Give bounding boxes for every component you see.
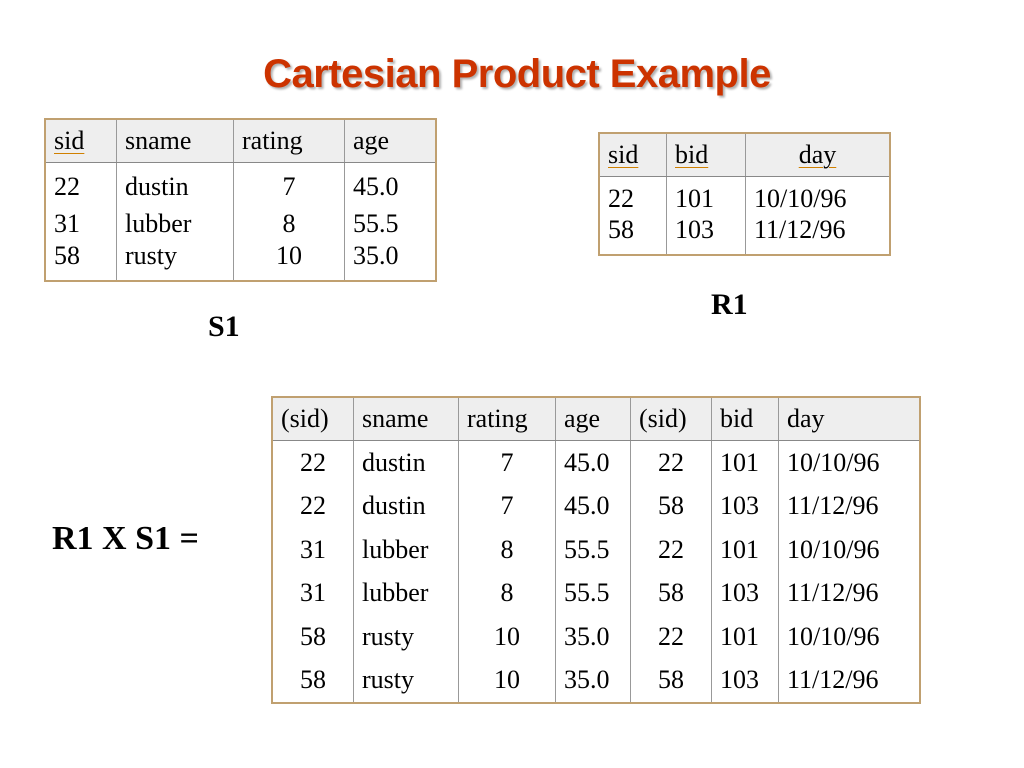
s1-label: S1 <box>208 310 240 343</box>
table-cell: 58 <box>271 658 354 703</box>
table-cell: rusty <box>353 658 459 703</box>
column-header: (sid) <box>271 396 354 441</box>
table-cell: 103 <box>711 658 779 703</box>
table-cell: 8 <box>458 571 556 615</box>
table-row: 22 dustin 7 45.0 <box>44 162 436 205</box>
product-expression-label: R1 X S1 = <box>52 520 199 557</box>
table-header-row: sid bid day <box>598 132 890 177</box>
column-header: bid <box>666 132 746 177</box>
table-row: 31 lubber 8 55.5 58 103 11/12/96 <box>271 571 920 615</box>
table-cell: 7 <box>458 484 556 528</box>
table-cell: 8 <box>458 527 556 572</box>
column-header: (sid) <box>630 396 712 441</box>
table-cell: 10 <box>458 614 556 659</box>
table-cell: 22 <box>271 484 354 528</box>
table-cell: 22 <box>44 162 117 205</box>
table-row: 31 lubber 8 55.5 <box>44 204 436 243</box>
table-cell: 35.0 <box>555 658 631 703</box>
table-cell: 35.0 <box>344 242 436 281</box>
column-header: sid <box>598 132 667 177</box>
table-cell: 10/10/96 <box>778 527 920 572</box>
r1-label: R1 <box>711 288 748 321</box>
table-cell: 101 <box>666 176 746 217</box>
table-cell: 10/10/96 <box>778 440 920 485</box>
table-cell: 55.5 <box>555 527 631 572</box>
table-cell: 11/12/96 <box>745 216 890 255</box>
table-cell: 22 <box>630 440 712 485</box>
table-cell: dustin <box>353 440 459 485</box>
table-cell: 8 <box>233 204 345 243</box>
table-cell: 10/10/96 <box>778 614 920 659</box>
table-cell: 45.0 <box>555 440 631 485</box>
table-cell: lubber <box>353 571 459 615</box>
column-header: sid <box>44 118 117 163</box>
table-cell: 103 <box>711 571 779 615</box>
column-header: age <box>344 118 436 163</box>
table-cell: 22 <box>630 614 712 659</box>
table-row: 31 lubber 8 55.5 22 101 10/10/96 <box>271 527 920 572</box>
table-cell: 58 <box>630 658 712 703</box>
table-cell: 58 <box>630 484 712 528</box>
table-row: 58 rusty 10 35.0 22 101 10/10/96 <box>271 614 920 659</box>
table-cell: 45.0 <box>555 484 631 528</box>
s1-table: sid sname rating age 22 dustin 7 45.0 31… <box>44 118 437 282</box>
product-table: (sid) sname rating age (sid) bid day 22 … <box>271 396 921 704</box>
table-cell: 11/12/96 <box>778 571 920 615</box>
table-cell: 22 <box>630 527 712 572</box>
table-row: 58 rusty 10 35.0 58 103 11/12/96 <box>271 658 920 703</box>
table-cell: dustin <box>116 162 234 205</box>
table-cell: 101 <box>711 527 779 572</box>
table-cell: 10 <box>458 658 556 703</box>
column-header: age <box>555 396 631 441</box>
column-header: rating <box>458 396 556 441</box>
table-cell: 103 <box>711 484 779 528</box>
table-cell: 58 <box>44 242 117 281</box>
table-cell: 22 <box>271 440 354 485</box>
table-cell: 11/12/96 <box>778 484 920 528</box>
table-cell: dustin <box>353 484 459 528</box>
table-row: 22 dustin 7 45.0 22 101 10/10/96 <box>271 440 920 485</box>
table-cell: rusty <box>353 614 459 659</box>
table-cell: 31 <box>44 204 117 243</box>
table-row: 22 101 10/10/96 <box>598 176 890 217</box>
table-cell: 103 <box>666 216 746 255</box>
table-cell: 58 <box>598 216 667 255</box>
table-cell: 101 <box>711 614 779 659</box>
table-cell: lubber <box>353 527 459 572</box>
column-header: bid <box>711 396 779 441</box>
table-cell: 55.5 <box>555 571 631 615</box>
column-header: day <box>778 396 920 441</box>
column-header: rating <box>233 118 345 163</box>
table-cell: 10/10/96 <box>745 176 890 217</box>
table-cell: 31 <box>271 571 354 615</box>
table-cell: 101 <box>711 440 779 485</box>
column-header: sname <box>116 118 234 163</box>
column-header: sname <box>353 396 459 441</box>
product-rows: 22 dustin 7 45.0 22 101 10/10/96 22 dust… <box>271 440 920 703</box>
table-row: 58 103 11/12/96 <box>598 216 890 255</box>
table-cell: rusty <box>116 242 234 281</box>
table-cell: lubber <box>116 204 234 243</box>
table-cell: 11/12/96 <box>778 658 920 703</box>
table-cell: 10 <box>233 242 345 281</box>
table-cell: 7 <box>458 440 556 485</box>
table-cell: 7 <box>233 162 345 205</box>
table-cell: 31 <box>271 527 354 572</box>
r1-table: sid bid day 22 101 10/10/96 58 103 11/12… <box>598 132 891 256</box>
table-cell: 22 <box>598 176 667 217</box>
table-cell: 58 <box>271 614 354 659</box>
table-header-row: (sid) sname rating age (sid) bid day <box>271 396 920 441</box>
table-header-row: sid sname rating age <box>44 118 436 163</box>
slide-title: Cartesian Product Example <box>263 52 771 96</box>
table-cell: 58 <box>630 571 712 615</box>
table-cell: 45.0 <box>344 162 436 205</box>
table-row: 22 dustin 7 45.0 58 103 11/12/96 <box>271 484 920 528</box>
column-header: day <box>745 132 890 177</box>
table-row: 58 rusty 10 35.0 <box>44 242 436 281</box>
table-cell: 35.0 <box>555 614 631 659</box>
table-cell: 55.5 <box>344 204 436 243</box>
